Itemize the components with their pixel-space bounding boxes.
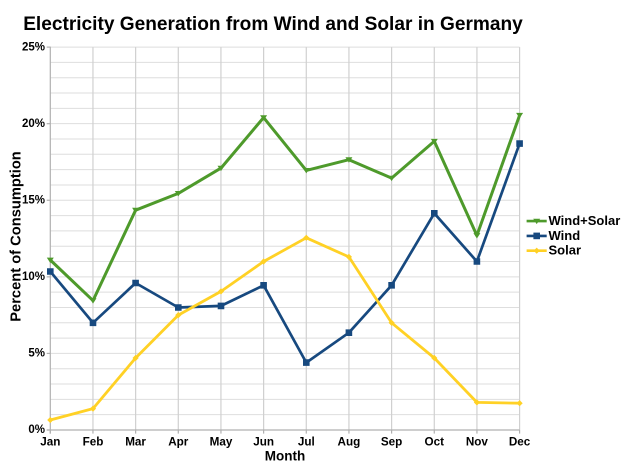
svg-text:Nov: Nov — [466, 436, 489, 449]
svg-text:Wind+Solar: Wind+Solar — [549, 213, 621, 228]
svg-text:20%: 20% — [22, 118, 45, 130]
svg-text:0%: 0% — [28, 424, 45, 436]
svg-text:Apr: Apr — [168, 436, 189, 449]
svg-text:Solar: Solar — [549, 243, 582, 258]
svg-text:Electricity Generation from Wi: Electricity Generation from Wind and Sol… — [23, 14, 523, 35]
svg-text:5%: 5% — [28, 348, 45, 360]
svg-text:Jan: Jan — [40, 436, 60, 449]
svg-text:15%: 15% — [22, 195, 45, 207]
svg-text:Sep: Sep — [381, 436, 402, 449]
svg-text:Wind: Wind — [549, 228, 581, 243]
svg-text:Feb: Feb — [83, 436, 104, 449]
svg-text:Oct: Oct — [425, 436, 445, 449]
svg-text:Percent of Consumption: Percent of Consumption — [9, 151, 25, 322]
svg-text:Dec: Dec — [509, 436, 531, 449]
svg-text:May: May — [210, 436, 233, 449]
svg-text:Mar: Mar — [125, 436, 146, 449]
svg-text:10%: 10% — [22, 271, 45, 283]
svg-text:Jun: Jun — [253, 436, 274, 449]
svg-text:Aug: Aug — [338, 436, 361, 449]
svg-text:25%: 25% — [22, 41, 45, 53]
svg-text:Jul: Jul — [298, 436, 315, 449]
svg-text:Month: Month — [265, 448, 305, 463]
